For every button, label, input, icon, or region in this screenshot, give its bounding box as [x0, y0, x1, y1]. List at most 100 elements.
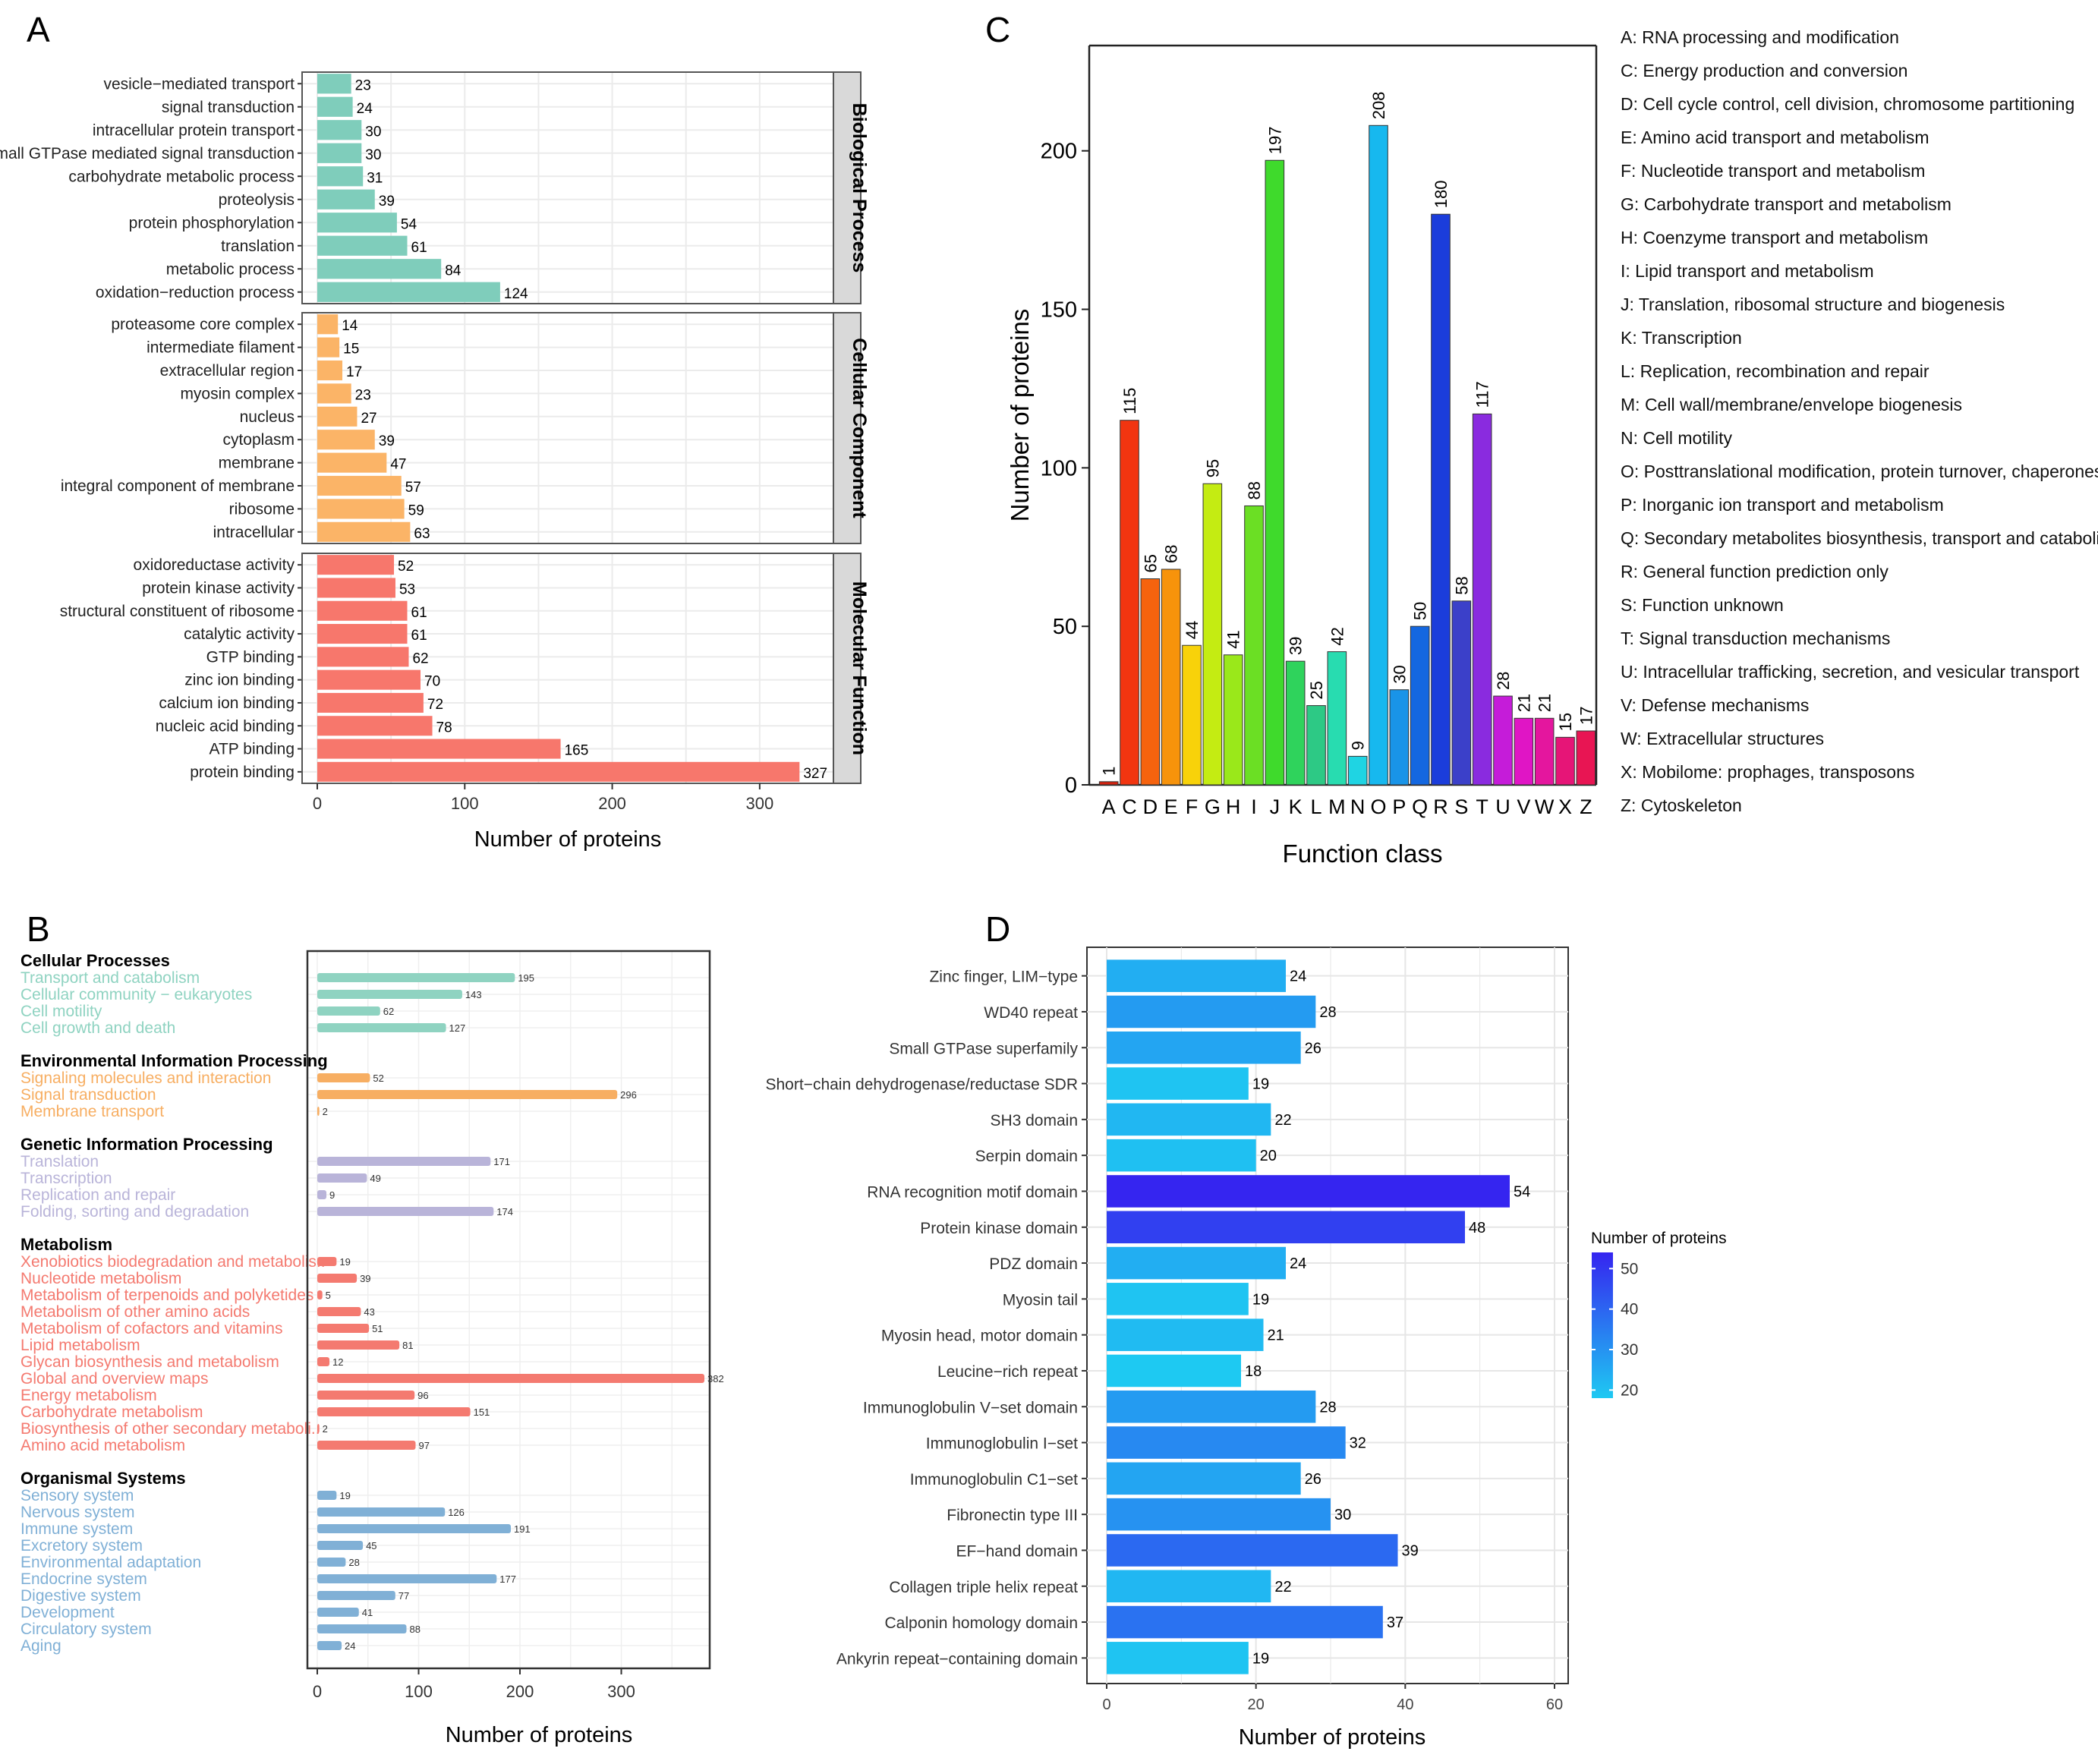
category-label: Metabolism of terpenoids and polyketides — [20, 1287, 313, 1304]
bar — [317, 647, 409, 667]
bar — [1451, 600, 1472, 786]
data-label: 2 — [323, 1423, 328, 1435]
data-label: 72 — [427, 697, 443, 713]
legend-entry: A: RNA processing and modification — [1621, 27, 1899, 47]
category-label: WD40 repeat — [984, 1004, 1078, 1022]
facet-title: Biological Process — [849, 103, 870, 273]
bar — [1107, 1139, 1256, 1172]
category-label: signal transduction — [162, 99, 295, 116]
data-label: 197 — [1265, 127, 1284, 155]
data-label: 44 — [1183, 621, 1202, 639]
data-label: 68 — [1162, 545, 1181, 563]
bar — [317, 1574, 497, 1583]
category-label: small GTPase mediated signal transductio… — [0, 145, 295, 162]
panel-c-cog-chart: 0 50 100 150 200 1 A 115 C 65 D 68 E 44 F 95 G 41 H 88 I 197 J… — [1006, 27, 2098, 868]
data-label: 2 — [323, 1106, 328, 1117]
data-label: 78 — [436, 720, 452, 736]
category-label: proteolysis — [219, 191, 295, 209]
category-label: Replication and repair — [20, 1186, 175, 1204]
data-label: 97 — [419, 1440, 430, 1451]
data-label: 21 — [1536, 694, 1555, 712]
data-label: 14 — [342, 318, 358, 334]
bar — [317, 1524, 511, 1533]
data-label: 59 — [408, 502, 424, 518]
data-label: 9 — [1349, 741, 1368, 750]
data-label: 115 — [1120, 388, 1139, 414]
category-label: vesicle−mediated transport — [103, 75, 295, 93]
bar — [1107, 1318, 1264, 1351]
tick-label: I — [1251, 795, 1257, 818]
bar — [317, 1374, 704, 1383]
data-label: 52 — [398, 559, 414, 575]
category-label: integral component of membrane — [61, 477, 295, 495]
category-label: proteasome core complex — [111, 316, 295, 333]
category-label: metabolic process — [166, 260, 295, 278]
data-label: 19 — [1252, 1650, 1269, 1667]
data-label: 5 — [326, 1290, 331, 1301]
data-label: 53 — [399, 581, 415, 597]
facet-title: Molecular Function — [849, 581, 870, 755]
bar — [1107, 1605, 1383, 1639]
bar — [317, 1641, 342, 1650]
data-label: 24 — [1290, 969, 1306, 985]
legend-entry: M: Cell wall/membrane/envelope biogenesi… — [1621, 395, 1962, 414]
tick-label: X — [1558, 795, 1572, 818]
legend-entry: F: Nucleotide transport and metabolism — [1621, 161, 1925, 181]
tick-label: S — [1454, 795, 1468, 818]
data-label: 61 — [411, 240, 427, 256]
category-label: Immunoglobulin I−set — [926, 1435, 1078, 1453]
bar — [317, 259, 442, 279]
bar — [317, 739, 561, 759]
category-label: Amino acid metabolism — [20, 1437, 185, 1454]
data-label: 177 — [499, 1573, 516, 1585]
bar — [317, 314, 339, 335]
bar — [317, 74, 351, 94]
data-label: 42 — [1328, 627, 1347, 645]
bar — [317, 1391, 415, 1400]
bar — [1472, 413, 1492, 786]
tick-label: L — [1310, 795, 1321, 818]
category-label: EF−hand domain — [956, 1542, 1078, 1560]
data-label: 61 — [411, 605, 427, 621]
legend-entry: V: Defense mechanisms — [1621, 695, 1809, 715]
tick-label: R — [1433, 795, 1448, 818]
bar — [317, 1541, 364, 1550]
data-label: 62 — [412, 650, 428, 666]
bar — [1098, 781, 1119, 786]
colorbar-tick-label: 40 — [1621, 1301, 1638, 1318]
bar — [317, 1608, 359, 1617]
category-label: Myosin head, motor domain — [881, 1328, 1078, 1345]
bar — [317, 1073, 370, 1082]
bar — [1555, 736, 1575, 786]
data-label: 41 — [1224, 630, 1243, 648]
category-label: zinc ion binding — [184, 672, 295, 689]
panel-a-go-chart: 23 vesicle−mediated transport 24 signal tra… — [0, 71, 870, 852]
data-label: 54 — [1514, 1183, 1530, 1200]
bar — [1431, 213, 1451, 786]
x-axis-title: Number of proteins — [1239, 1725, 1426, 1750]
data-label: 39 — [1287, 637, 1306, 655]
tick-label: 100 — [451, 794, 479, 813]
bar — [1140, 578, 1161, 786]
data-label: 19 — [339, 1256, 350, 1268]
data-label: 117 — [1473, 381, 1492, 408]
bar — [317, 406, 358, 427]
data-label: 19 — [1252, 1076, 1269, 1093]
data-label: 17 — [346, 364, 362, 380]
data-label: 70 — [424, 674, 440, 690]
group-heading: Environmental Information Processing — [20, 1051, 328, 1070]
data-label: 51 — [372, 1323, 383, 1334]
bar — [317, 213, 397, 233]
category-label: translation — [221, 238, 295, 255]
tick-label: O — [1370, 795, 1386, 818]
bar — [317, 1107, 320, 1116]
legend-entry: J: Translation, ribosomal structure and … — [1621, 295, 2005, 314]
data-label: 25 — [1307, 681, 1326, 699]
data-label: 165 — [565, 743, 589, 759]
tick-label: Z — [1580, 795, 1592, 818]
category-label: Signaling molecules and interaction — [20, 1069, 271, 1087]
category-label: ribosome — [229, 500, 295, 518]
category-label: Short−chain dehydrogenase/reductase SDR — [765, 1076, 1078, 1094]
category-label: Leucine−rich repeat — [937, 1363, 1078, 1381]
